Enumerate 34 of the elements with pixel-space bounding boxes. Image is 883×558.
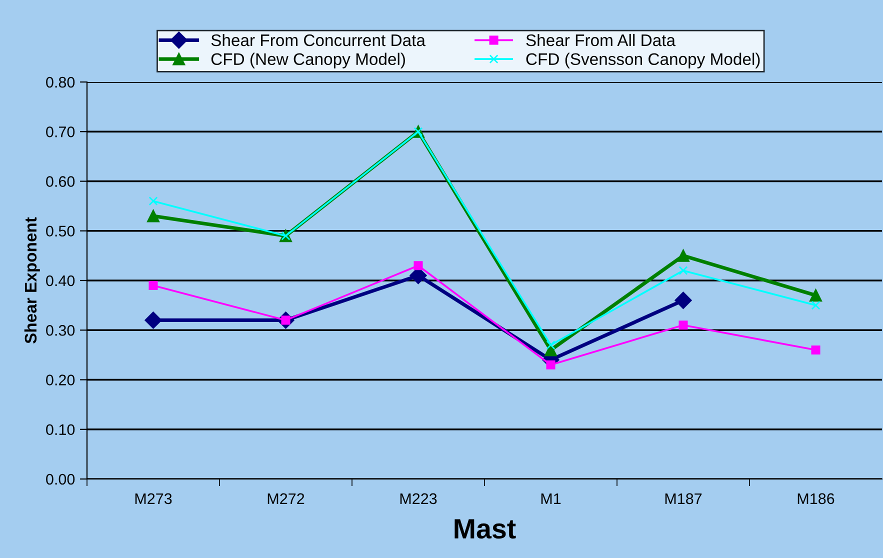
y-axis-title: Shear Exponent — [24, 217, 40, 344]
legend-label: Shear From All Data — [526, 34, 676, 46]
x-axis-title: Mast — [454, 519, 516, 539]
y-tick-label: 0.40 — [46, 275, 75, 286]
point — [144, 312, 162, 329]
x-tick-label: M186 — [798, 493, 834, 504]
legend-label: CFD (Svensson Canopy Model) — [526, 52, 760, 68]
point — [678, 266, 688, 276]
point — [677, 249, 690, 262]
y-tick-label: 0.80 — [46, 76, 75, 88]
point — [678, 320, 688, 330]
x-tick-label: M1 — [541, 493, 561, 504]
point — [674, 292, 692, 309]
x-tick-label: M273 — [135, 493, 172, 504]
point — [811, 300, 820, 310]
point — [148, 280, 158, 290]
x-tick-label: M272 — [268, 493, 304, 504]
legend-label: CFD (New Canopy Model) — [211, 52, 405, 68]
point — [810, 289, 822, 302]
point — [148, 196, 158, 206]
point — [414, 261, 423, 270]
y-tick-label: 0.10 — [46, 424, 75, 436]
y-tick-label: 0.20 — [46, 374, 75, 386]
legend-label: Shear From Concurrent Data — [211, 34, 426, 46]
y-tick-label: 0.50 — [46, 226, 75, 237]
y-tick-label: 0.70 — [46, 126, 75, 138]
x-tick-label: M223 — [400, 493, 437, 504]
point — [546, 360, 556, 370]
y-tick-label: 0.00 — [46, 474, 75, 485]
x-tick-label: M187 — [665, 493, 702, 504]
point — [147, 210, 160, 222]
point — [811, 345, 820, 354]
y-tick-label: 0.60 — [46, 176, 75, 187]
y-tick-label: 0.30 — [46, 324, 75, 336]
